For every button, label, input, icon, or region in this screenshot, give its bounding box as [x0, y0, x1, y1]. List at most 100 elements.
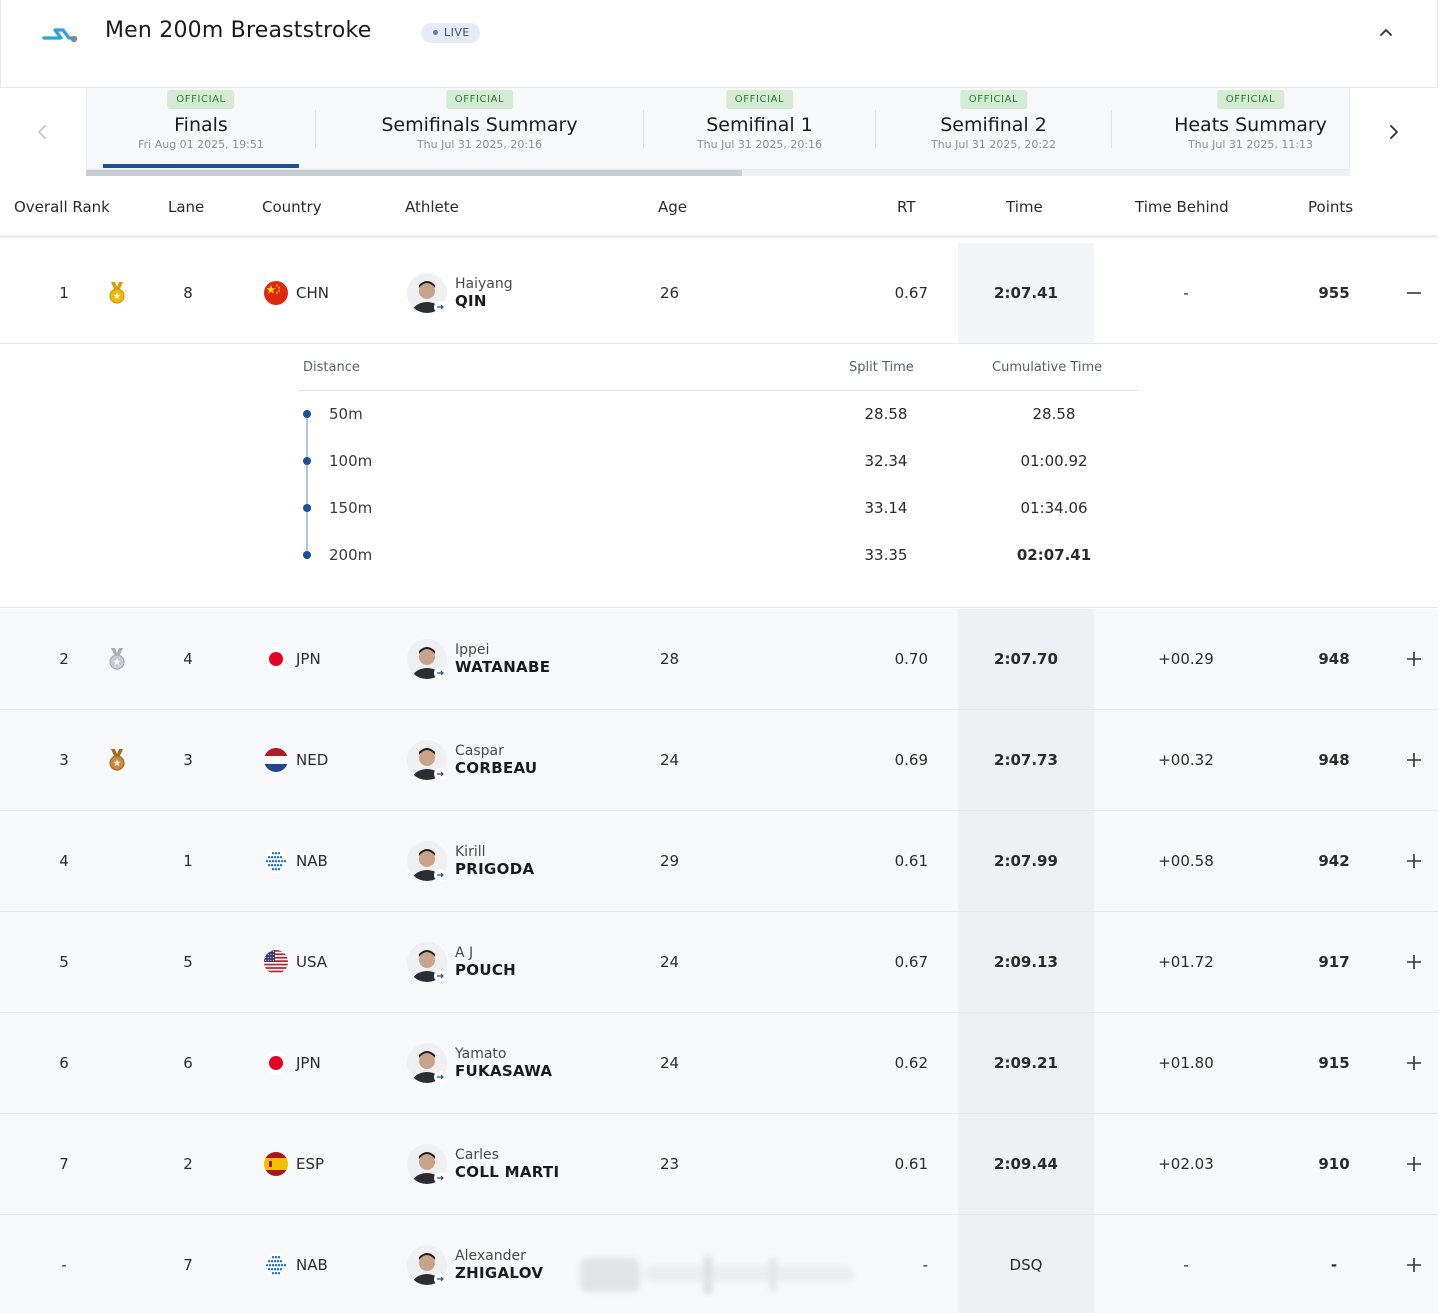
- tab-finals[interactable]: OFFICIAL Finals Fri Aug 01 2025, 19:51: [87, 88, 315, 170]
- reaction-time: 0.67: [894, 953, 928, 971]
- athlete-avatar[interactable]: [407, 942, 447, 982]
- tab-heats-summary[interactable]: OFFICIAL Heats Summary Thu Jul 31 2025, …: [1112, 88, 1389, 170]
- table-row[interactable]: - 7 NAB Alexander ZHIGALOV - DSQ - -: [0, 1215, 1438, 1313]
- expand-row-plus-icon[interactable]: [1405, 650, 1423, 668]
- splits-col-cumulative-time: Cumulative Time: [992, 360, 1103, 375]
- athlete-avatar[interactable]: [407, 1144, 447, 1184]
- split-time: 33.14: [864, 499, 908, 517]
- athlete-name[interactable]: Caspar CORBEAU: [455, 743, 537, 777]
- split-distance: 150m: [329, 499, 373, 517]
- col-overall-rank: Overall Rank: [14, 198, 110, 216]
- points: 955: [1318, 284, 1350, 302]
- tab-divider: [875, 110, 876, 148]
- athlete-avatar[interactable]: [407, 1245, 447, 1285]
- nab-flag-icon: [264, 849, 288, 873]
- chevron-up-icon[interactable]: [1377, 24, 1395, 42]
- time-column-highlight: [958, 912, 1094, 1012]
- country-code: NAB: [296, 1256, 328, 1274]
- points: 942: [1318, 852, 1350, 870]
- esp-flag-icon: [264, 1152, 288, 1176]
- table-row[interactable]: 7 2 ESP Carles COLL MARTI 23 0.61 2:09.44 +02.03…: [0, 1114, 1438, 1215]
- time-column-highlight: [958, 1013, 1094, 1113]
- official-badge: OFFICIAL: [167, 90, 235, 109]
- table-row[interactable]: 6 6 JPN Yamato FUKASAWA 24 0.62 2:09.21 +01.80 91…: [0, 1013, 1438, 1114]
- reaction-time: 0.61: [894, 1155, 928, 1173]
- expand-row-plus-icon[interactable]: [1405, 751, 1423, 769]
- jpn-flag-icon: [264, 1051, 288, 1075]
- swimming-logo-icon: [42, 28, 78, 43]
- tab-label: Heats Summary: [1174, 114, 1327, 136]
- country-code: NED: [296, 751, 329, 769]
- athlete-name[interactable]: Ippei WATANABE: [455, 642, 550, 676]
- table-row[interactable]: 1 8 CHN Haiyang QIN 26 0.67 2:07.41 - 955: [0, 243, 1438, 344]
- tabs-prev-chevron-icon[interactable]: [32, 120, 52, 144]
- reaction-time: 0.70: [894, 650, 928, 668]
- athlete-name[interactable]: Carles COLL MARTI: [455, 1147, 559, 1181]
- lane: 3: [183, 751, 193, 769]
- expand-row-plus-icon[interactable]: [1405, 852, 1423, 870]
- athlete-name[interactable]: A J POUCH: [455, 945, 516, 979]
- tab-date: Thu Jul 31 2025, 20:16: [696, 138, 823, 151]
- table-row[interactable]: 3 3 NED Caspar CORBEAU 24 0.69 2:07.73 +00.32 948: [0, 710, 1438, 811]
- athlete-avatar[interactable]: [407, 740, 447, 780]
- country-code: NAB: [296, 852, 328, 870]
- table-row[interactable]: 4 1 NAB Kirill PRIGODA 29 0.61 2:07.99 +00.58 942: [0, 811, 1438, 912]
- expand-row-plus-icon[interactable]: [1405, 1155, 1423, 1173]
- tab-semifinals-summary[interactable]: OFFICIAL Semifinals Summary Thu Jul 31 2…: [316, 88, 643, 170]
- rank: 3: [59, 751, 69, 769]
- country-code: USA: [296, 953, 328, 971]
- split-connector: [306, 465, 308, 512]
- athlete-avatar[interactable]: [407, 841, 447, 881]
- points: 917: [1318, 953, 1350, 971]
- tabs-scrollbar-thumb[interactable]: [86, 170, 742, 176]
- split-dot-icon: [303, 504, 311, 512]
- table-row[interactable]: 5 5 USA A J POUCH 24 0.67 2:09.13 +01.72 917: [0, 912, 1438, 1013]
- athlete-first-name: Caspar: [455, 743, 504, 759]
- athlete-name[interactable]: Yamato FUKASAWA: [455, 1046, 552, 1080]
- athlete-avatar[interactable]: [407, 273, 447, 313]
- time-behind: +00.32: [1158, 751, 1214, 769]
- tab-semifinal-2[interactable]: OFFICIAL Semifinal 2 Thu Jul 31 2025, 20…: [876, 88, 1111, 170]
- expand-row-plus-icon[interactable]: [1405, 953, 1423, 971]
- athlete-name[interactable]: Alexander ZHIGALOV: [455, 1248, 543, 1282]
- expand-row-plus-icon[interactable]: [1405, 1054, 1423, 1072]
- points: -: [1330, 1256, 1338, 1274]
- splits-divider: [298, 390, 1138, 391]
- athlete-name[interactable]: Kirill PRIGODA: [455, 844, 534, 878]
- split-distance: 50m: [329, 405, 363, 423]
- official-badge: OFFICIAL: [959, 90, 1028, 109]
- reaction-time: -: [922, 1256, 928, 1274]
- tab-label: Semifinal 2: [940, 114, 1047, 136]
- athlete-last-name: FUKASAWA: [455, 1062, 553, 1080]
- jpn-flag-icon: [264, 647, 288, 671]
- country-code: JPN: [296, 1054, 321, 1072]
- tabs-next-chevron-icon[interactable]: [1384, 120, 1404, 144]
- country-code: ESP: [296, 1155, 325, 1173]
- expand-row-plus-icon[interactable]: [1405, 1256, 1423, 1274]
- athlete-last-name: COLL MARTI: [455, 1163, 560, 1181]
- tab-semifinal-1[interactable]: OFFICIAL Semifinal 1 Thu Jul 31 2025, 20…: [644, 88, 875, 170]
- split-times-panel: Distance Split Time Cumulative Time 50m 2…: [0, 344, 1438, 608]
- nab-flag-icon: [264, 1253, 288, 1277]
- collapse-row-minus-icon[interactable]: [1405, 284, 1423, 302]
- athlete-name[interactable]: Haiyang QIN: [455, 276, 513, 310]
- rank: 6: [59, 1054, 69, 1072]
- lane: 5: [183, 953, 193, 971]
- live-dot-icon: [433, 29, 438, 35]
- age: 24: [660, 1054, 680, 1072]
- lane: 7: [183, 1256, 193, 1274]
- cumulative-time: 28.58: [1032, 405, 1076, 423]
- athlete-avatar[interactable]: [407, 639, 447, 679]
- final-time: 2:07.41: [994, 284, 1058, 302]
- tab-divider: [1111, 110, 1112, 148]
- points: 910: [1318, 1155, 1350, 1173]
- official-badge: OFFICIAL: [725, 90, 794, 109]
- col-time-behind: Time Behind: [1135, 198, 1229, 216]
- athlete-avatar[interactable]: [407, 1043, 447, 1083]
- lane: 8: [183, 284, 193, 302]
- time-behind: +02.03: [1158, 1155, 1214, 1173]
- tab-date: Thu Jul 31 2025, 20:22: [930, 138, 1057, 151]
- live-label: LIVE: [444, 26, 470, 39]
- final-time: 2:09.21: [994, 1054, 1058, 1072]
- table-row[interactable]: 2 4 JPN Ippei WATANABE 28 0.70 2:07.70 +00.29 948: [0, 609, 1438, 710]
